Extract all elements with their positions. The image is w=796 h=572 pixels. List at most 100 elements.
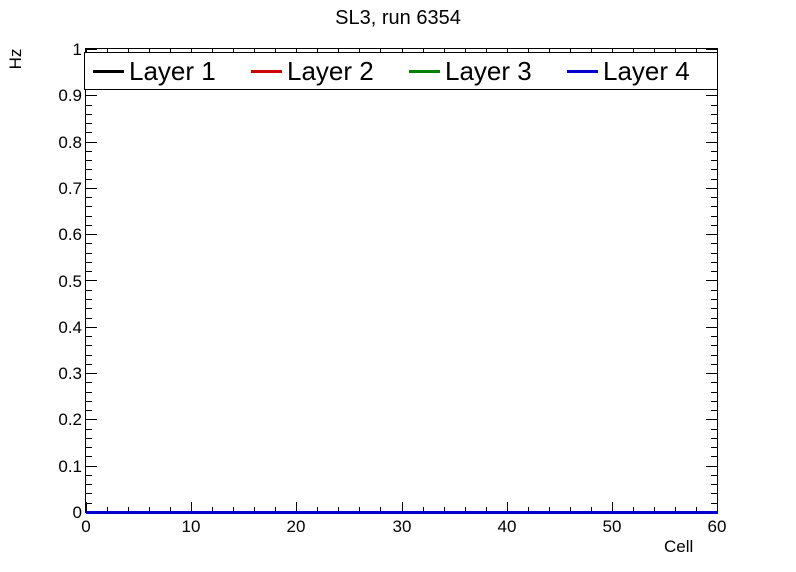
y-tick-minor-right: [711, 123, 717, 124]
y-tick-major: [86, 95, 97, 96]
y-tick-major: [86, 188, 97, 189]
legend-entry-layer-2[interactable]: Layer 2: [243, 57, 401, 85]
y-tick-minor-right: [711, 401, 717, 402]
y-tick-minor-right: [711, 114, 717, 115]
y-tick-major: [86, 234, 97, 235]
y-tick-minor: [86, 132, 92, 133]
x-tick-minor: [591, 507, 592, 513]
x-axis-label: Cell: [664, 537, 694, 556]
y-tick-minor-right: [711, 197, 717, 198]
y-tick-minor: [86, 179, 92, 180]
legend-swatch-layer-2: [251, 69, 282, 73]
y-tick-major: [86, 142, 97, 143]
y-tick-minor-right: [711, 355, 717, 356]
x-tick-major: [296, 502, 297, 513]
y-tick-minor: [86, 197, 92, 198]
y-tick-minor: [86, 299, 92, 300]
y-tick-minor: [86, 160, 92, 161]
legend-label-layer-2: Layer 2: [287, 56, 374, 86]
y-tick-minor: [86, 493, 92, 494]
x-tick-minor: [486, 507, 487, 513]
y-tick-minor: [86, 447, 92, 448]
x-tick-minor: [107, 507, 108, 513]
y-tick-major-right: [706, 327, 717, 328]
legend-entry-layer-3[interactable]: Layer 3: [401, 57, 559, 85]
y-tick-major: [86, 419, 97, 420]
page-title: SL3, run 6354: [335, 7, 461, 29]
y-tick-minor-right: [711, 382, 717, 383]
y-tick-minor-right: [711, 262, 717, 263]
y-tick-major: [86, 466, 97, 467]
y-tick-minor-right: [711, 299, 717, 300]
x-tick-minor: [128, 507, 129, 513]
y-tick-minor-right: [711, 345, 717, 346]
x-tick-minor: [528, 507, 529, 513]
y-tick-minor: [86, 318, 92, 319]
y-tick-label: 0.5: [58, 272, 82, 291]
x-tick-major: [86, 502, 87, 513]
y-tick-label: 0: [72, 503, 82, 522]
x-tick-minor: [675, 507, 676, 513]
y-tick-label: 0.6: [58, 225, 82, 244]
y-tick-minor: [86, 401, 92, 402]
y-axis-tick-labels: 0 0.1 0.2 0.3 0.4 0.5 0.6 0.7 0.8 0.9 1: [12, 0, 82, 572]
y-tick-minor-right: [711, 179, 717, 180]
y-tick-label: 0.2: [58, 410, 82, 429]
x-tick-minor: [423, 507, 424, 513]
x-tick-minor: [149, 507, 150, 513]
y-tick-minor-right: [711, 429, 717, 430]
x-tick-minor: [275, 507, 276, 513]
y-tick-minor: [86, 336, 92, 337]
y-tick-minor-right: [711, 169, 717, 170]
x-tick-minor: [444, 507, 445, 513]
y-tick-minor-right: [711, 206, 717, 207]
legend-entry-layer-4[interactable]: Layer 4: [559, 57, 717, 85]
y-tick-minor: [86, 456, 92, 457]
y-tick-minor: [86, 308, 92, 309]
y-tick-minor-right: [711, 392, 717, 393]
y-tick-minor-right: [711, 456, 717, 457]
y-tick-minor: [86, 225, 92, 226]
y-tick-minor-right: [711, 216, 717, 217]
y-tick-minor-right: [711, 318, 717, 319]
y-tick-major-right: [706, 234, 717, 235]
y-tick-major-right: [706, 95, 717, 96]
y-tick-minor: [86, 438, 92, 439]
legend-label-layer-3: Layer 3: [445, 56, 532, 86]
x-tick-label: 20: [286, 517, 306, 536]
y-tick-minor: [86, 364, 92, 365]
x-tick-minor: [549, 507, 550, 513]
y-tick-minor: [86, 123, 92, 124]
x-tick-minor: [212, 507, 213, 513]
y-tick-label: 0.1: [58, 457, 82, 476]
y-tick-minor-right: [711, 105, 717, 106]
legend-label-layer-1: Layer 1: [129, 56, 216, 86]
x-tick-minor: [233, 507, 234, 513]
y-tick-minor-right: [711, 410, 717, 411]
y-tick-minor: [86, 169, 92, 170]
legend: Layer 1 Layer 2 Layer 3 Layer 4: [84, 52, 718, 90]
legend-entry-layer-1[interactable]: Layer 1: [85, 57, 243, 85]
y-tick-label: 0.3: [58, 364, 82, 383]
y-tick-major-right: [706, 188, 717, 189]
legend-swatch-layer-3: [409, 69, 440, 73]
y-tick-minor-right: [711, 151, 717, 152]
y-tick-minor-right: [711, 271, 717, 272]
y-tick-minor: [86, 114, 92, 115]
x-tick-major: [507, 502, 508, 513]
y-tick-minor-right: [711, 160, 717, 161]
y-tick-label: 1: [72, 40, 82, 59]
y-tick-minor: [86, 484, 92, 485]
x-tick-minor: [338, 507, 339, 513]
x-tick-label: 60: [707, 517, 727, 536]
x-tick-major: [402, 502, 403, 513]
x-tick-minor: [654, 507, 655, 513]
y-tick-major-right: [706, 373, 717, 374]
y-tick-minor-right: [711, 503, 717, 504]
y-tick-label: 0.9: [58, 86, 82, 105]
y-tick-major-right: [706, 49, 717, 50]
y-tick-minor-right: [711, 493, 717, 494]
y-tick-major: [86, 280, 97, 281]
y-tick-minor: [86, 271, 92, 272]
y-tick-minor-right: [711, 132, 717, 133]
